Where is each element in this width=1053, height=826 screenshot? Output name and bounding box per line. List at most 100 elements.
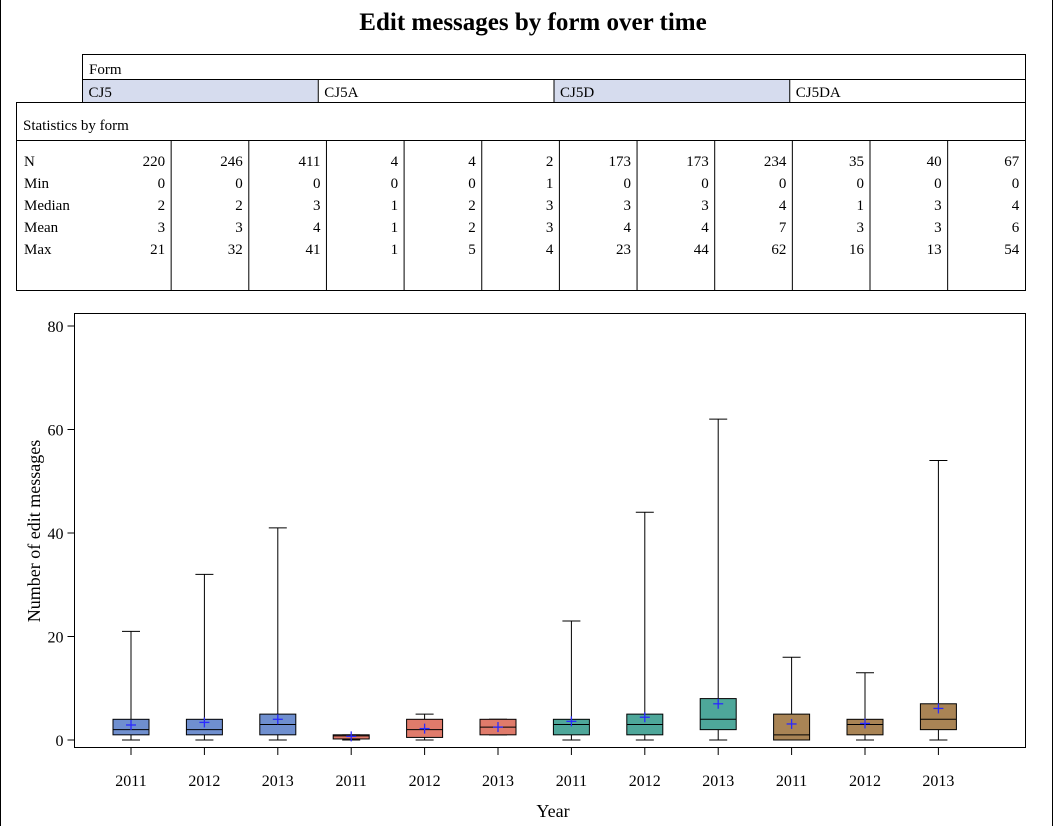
stats-cell: 23 [616, 242, 631, 258]
stats-cell: 0 [701, 176, 709, 192]
stats-cell: 246 [220, 154, 243, 170]
boxes [112, 418, 957, 742]
form-cell-bg [83, 80, 318, 102]
stats-cell: 2 [235, 198, 243, 214]
stats-cell: 3 [235, 220, 243, 236]
form-header: Form CJ5 CJ5A CJ5D CJ5DA [82, 54, 1026, 103]
stats-cell: 0 [313, 176, 321, 192]
stats-cell: 3 [857, 220, 865, 236]
stats-cell: 173 [609, 154, 632, 170]
x-tick-label: 2012 [409, 773, 441, 790]
stats-cell: 1 [391, 220, 399, 236]
y-tick-label: 60 [48, 423, 64, 440]
y-axis-label: Number of edit messages [24, 440, 44, 622]
form-cell-bg [554, 80, 790, 102]
stats-cell: 411 [298, 154, 320, 170]
form-label: CJ5A [324, 85, 358, 101]
stats-cell: 3 [158, 220, 166, 236]
stats-cell: 234 [764, 154, 787, 170]
stats-header-label: Statistics by form [23, 118, 129, 134]
x-tick-label: 2013 [922, 773, 954, 790]
stats-cell: 3 [934, 198, 942, 214]
stats-cell: 32 [228, 242, 243, 258]
x-tick-label: 2012 [188, 773, 220, 790]
stats-cell: 0 [857, 176, 865, 192]
stats-cell: 4 [1012, 198, 1020, 214]
form-header-label: Form [89, 62, 122, 78]
stats-cell: 0 [1012, 176, 1020, 192]
stats-cell: 67 [1004, 154, 1020, 170]
form-cells: CJ5 CJ5A CJ5D CJ5DA [83, 79, 841, 103]
stats-row-label: Mean [24, 220, 59, 236]
chart-title: Edit messages by form over time [359, 9, 706, 36]
form-label: CJ5D [560, 85, 594, 101]
y-tick-label: 40 [48, 526, 64, 543]
x-tick-label: 2012 [629, 773, 661, 790]
x-tick-label: 2011 [115, 773, 146, 790]
stats-cell: 1 [546, 176, 554, 192]
stats-cell: 44 [694, 242, 710, 258]
x-tick-label: 2013 [482, 773, 514, 790]
form-label: CJ5DA [796, 85, 841, 101]
x-tick-label: 2013 [262, 773, 294, 790]
x-tick-label: 2012 [849, 773, 881, 790]
stats-cell: 2 [546, 154, 554, 170]
stats-cell: 2 [468, 198, 476, 214]
stats-body-box [16, 140, 1026, 291]
form-label: CJ5 [89, 85, 112, 101]
stats-cell: 3 [624, 198, 632, 214]
stats-cell: 6 [1012, 220, 1020, 236]
stats-cell: 4 [546, 242, 554, 258]
stats-cell: 1 [857, 198, 865, 214]
stats-cell: 3 [546, 220, 554, 236]
y-axis: 0 20 40 60 80 [48, 319, 75, 750]
stats-cell: 35 [849, 154, 864, 170]
y-tick-label: 80 [48, 319, 64, 336]
stats-cell: 0 [391, 176, 399, 192]
stats-cell: 4 [313, 220, 321, 236]
stats-header-box [16, 102, 1026, 141]
stats-cell: 4 [391, 154, 399, 170]
stats-cell: 40 [927, 154, 942, 170]
x-axis: 2011 2012 2013 2011 2012 2013 2011 2012 2013 2011… [115, 747, 954, 790]
x-tick-label: 2011 [335, 773, 366, 790]
stats-cell: 1 [391, 198, 399, 214]
y-tick-label: 20 [48, 630, 64, 647]
stats-cell: 3 [934, 220, 942, 236]
x-tick-label: 2011 [556, 773, 587, 790]
stats-cell: 7 [779, 220, 787, 236]
stats-cell: 4 [468, 154, 476, 170]
plot-frame [74, 313, 1026, 748]
stats-cell: 16 [849, 242, 865, 258]
stats-cell: 3 [546, 198, 554, 214]
stats-cell: 54 [1004, 242, 1020, 258]
stats-row-label: N [24, 154, 35, 170]
stats-cell: 3 [313, 198, 321, 214]
stats-cell: 13 [927, 242, 942, 258]
stats-row-label: Median [24, 198, 70, 214]
stats-cell: 0 [624, 176, 632, 192]
stats-cell: 41 [305, 242, 320, 258]
stats-cell: 2 [468, 220, 476, 236]
stats-row-label: Min [24, 176, 50, 192]
stats-cell: 0 [779, 176, 787, 192]
stats-cell: 0 [158, 176, 166, 192]
stats-row-label: Max [24, 242, 52, 258]
stats-cell: 4 [701, 220, 709, 236]
stats-cell: 5 [468, 242, 476, 258]
stats-cell: 21 [150, 242, 165, 258]
x-tick-label: 2011 [776, 773, 807, 790]
statistics-table: Statistics by form N 220 246 411 4 4 2 173 173 23… [16, 102, 1026, 291]
stats-cell: 3 [701, 198, 709, 214]
stats-cell: 2 [158, 198, 166, 214]
stats-cell: 173 [686, 154, 709, 170]
stats-cell: 220 [143, 154, 166, 170]
stats-cell: 0 [468, 176, 476, 192]
stats-cell: 1 [391, 242, 399, 258]
x-axis-label: Year [536, 801, 569, 821]
x-tick-label: 2013 [702, 773, 734, 790]
